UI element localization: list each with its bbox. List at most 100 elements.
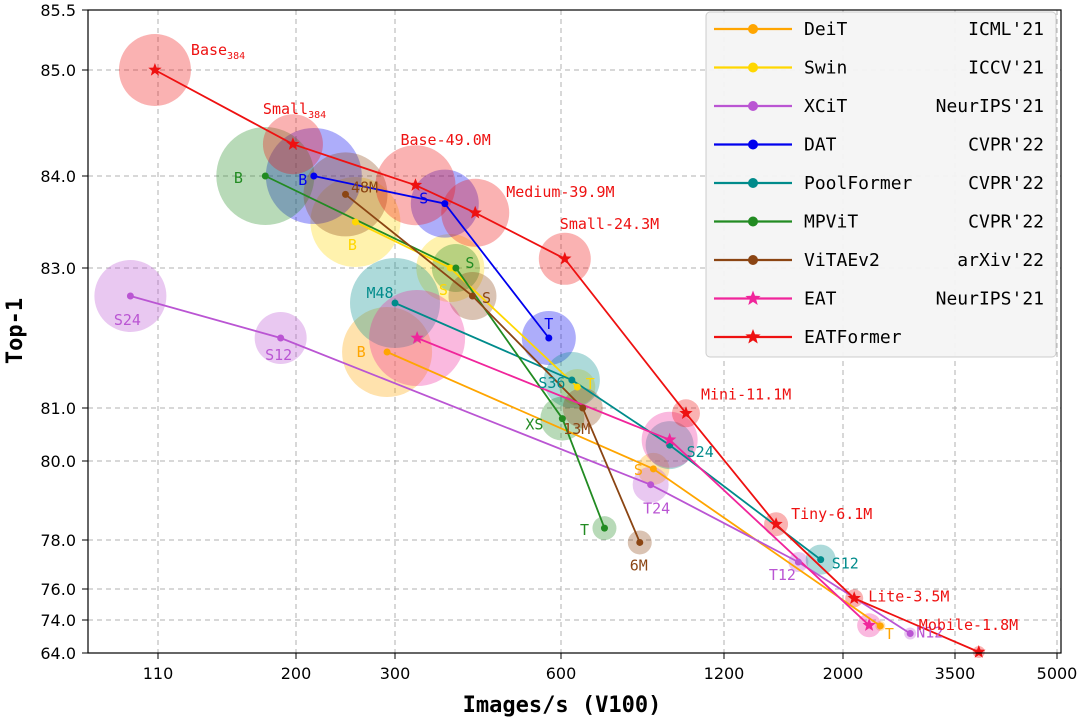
label-poolformer-m48: M48 (366, 284, 393, 302)
point-eatformer-base-49-0m (408, 178, 423, 191)
label-poolformer-s36: S36 (538, 374, 565, 392)
legend-series-name: EATFormer (804, 327, 902, 348)
x-tick-label: 1200 (704, 664, 745, 683)
point-annotations: B S T B S T S24 S12 T24 T12 N12 B S T M48 S36 S24 S12 B S XS… (114, 41, 1018, 643)
point-xcit-t12 (794, 558, 802, 566)
point-eatformer-lite-3-5m (847, 591, 861, 604)
label-eatformer-mini-11-1m: Mini-11.1M (701, 385, 791, 403)
label-deit-b: B (357, 343, 366, 361)
y-tick-label: 85.0 (40, 61, 76, 80)
point-eatformer-mini-11-1m (679, 406, 693, 419)
bubbles (94, 34, 985, 659)
legend-dot-icon (748, 178, 758, 188)
legend-series-venue: CVPR'22 (968, 135, 1044, 156)
legend-item-xcit: XCiT NeurIPS'21 (714, 96, 1044, 117)
point-mpvit-s (452, 264, 460, 272)
legend-series-venue: NeurIPS'21 (936, 96, 1044, 117)
legend-dot-icon (748, 139, 758, 150)
label-deit-s: S (634, 461, 643, 479)
point-vitaev2-48m (342, 190, 349, 198)
legend-series-name: EAT (804, 289, 837, 310)
label-eatformer-tiny-6-1m: Tiny-6.1M (791, 505, 872, 523)
point-eat-2 (862, 618, 876, 631)
legend-dot-icon (748, 62, 758, 73)
legend-item-poolformer: PoolFormer CVPR'22 (714, 173, 1044, 194)
legend-series-name: Swin (804, 58, 847, 79)
legend-series-name: XCiT (804, 96, 848, 117)
legend-item-swin: Swin ICCV'21 (714, 58, 1044, 79)
point-swin-s (446, 264, 454, 272)
legend-series-name: DeiT (804, 19, 848, 40)
x-tick-label: 110 (143, 664, 174, 683)
label-swin-t: T (586, 375, 595, 393)
legend-item-dat: DAT CVPR'22 (714, 135, 1044, 156)
point-eatformer-mobile-1-8m (972, 645, 986, 658)
point-vitaev2-13m (579, 404, 587, 412)
point-dat-t (545, 334, 553, 342)
label-vitaev2-s: S (482, 289, 491, 307)
legend-item-vitaev2: ViTAEv2 arXiv'22 (714, 250, 1044, 271)
point-eat-0 (410, 331, 424, 344)
legend-dot-icon (748, 24, 758, 34)
point-swin-t (573, 383, 581, 391)
label-eatformer-mobile-1-8m: Mobile-1.8M (919, 616, 1018, 634)
legend-star-icon (745, 290, 761, 305)
x-tick-label: 2000 (823, 664, 864, 683)
label-poolformer-s24: S24 (687, 443, 714, 461)
legend-series-venue: CVPR'22 (968, 212, 1044, 233)
point-eat-1 (663, 432, 677, 446)
point-poolformer-m48 (391, 299, 399, 307)
point-eatformer-tiny-6-1m (769, 517, 783, 530)
legend-item-deit: DeiT ICML'21 (714, 19, 1044, 40)
point-mpvit-b (261, 172, 269, 180)
series-line-poolformer (394, 302, 822, 561)
point-swin-b (351, 218, 359, 226)
legend-item-eat: EAT NeurIPS'21 (714, 289, 1044, 310)
label-vitaev2-48m: 48M (351, 178, 378, 196)
point-xcit-t24 (647, 481, 655, 489)
point-dat-b (310, 172, 318, 180)
label-vitaev2-13m: 13M (563, 420, 590, 438)
legend-series-name: ViTAEv2 (804, 250, 880, 271)
legend-dot-icon (748, 255, 758, 265)
label-swin-s: S (439, 281, 448, 299)
point-vitaev2-s (468, 292, 476, 300)
point-eatformer-small-24-3m (558, 251, 572, 265)
y-tick-label: 64.0 (40, 644, 76, 663)
label-swin-b: B (348, 236, 357, 254)
point-deit-t (876, 622, 884, 630)
label-xcit-n12: N12 (916, 624, 943, 642)
legend-item-mpvit: MPViT CVPR'22 (714, 212, 1044, 233)
point-eatformer-small (286, 137, 300, 150)
legend-box (705, 11, 1057, 358)
legend-series-name: MPViT (804, 212, 858, 233)
label-mpvit-t: T (580, 521, 589, 539)
y-tick-label: 81.0 (40, 399, 76, 418)
label-mpvit-b: B (234, 169, 243, 187)
label-xcit-s12: S12 (265, 346, 292, 364)
plot-frame (87, 9, 1062, 654)
legend-item-eatformer: EATFormer (714, 327, 902, 348)
label-xcit-s24: S24 (114, 311, 141, 329)
legend-series-venue: ICML'21 (968, 19, 1044, 40)
y-tick-label: 76.0 (40, 580, 76, 599)
label-mpvit-s: S (465, 254, 474, 272)
y-axis-title: Top-1 (3, 298, 28, 364)
label-mpvit-xs: XS (525, 416, 543, 434)
legend-series-name: PoolFormer (804, 173, 913, 194)
label-eatformer-base-49-0m: Base-49.0M (400, 131, 490, 149)
y-tick-label: 85.5 (40, 1, 76, 20)
label-deit-t: T (885, 625, 894, 643)
label-poolformer-s12: S12 (832, 555, 859, 573)
point-vitaev2-6m (636, 538, 644, 546)
y-tick-label: 74.0 (40, 611, 76, 630)
point-xcit-s12 (277, 334, 285, 342)
point-deit-b (383, 348, 391, 356)
label-xcit-t12: T12 (769, 566, 796, 584)
series-markers (126, 63, 986, 658)
x-tick-label: 600 (546, 664, 577, 683)
y-tick-label: 83.0 (40, 259, 76, 278)
label-eatformer-lite-3-5m: Lite-3.5M (868, 587, 949, 605)
label-eatformer-medium-39-9m: Medium-39.9M (506, 183, 614, 201)
